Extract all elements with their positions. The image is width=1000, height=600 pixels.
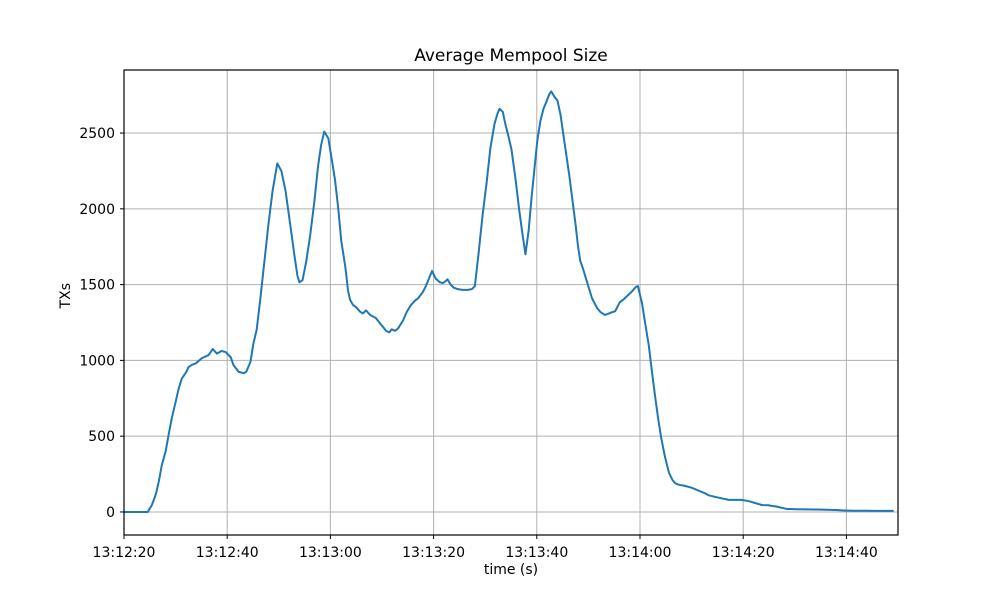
y-tick-label: 2000 xyxy=(79,202,115,218)
x-tick-label: 13:14:40 xyxy=(815,545,878,561)
chart-title: Average Mempool Size xyxy=(414,46,608,66)
x-tick-label: 13:12:40 xyxy=(196,545,259,561)
y-tick-label: 1500 xyxy=(79,278,115,294)
x-tick-label: 13:13:20 xyxy=(402,545,465,561)
plot-frame xyxy=(123,69,899,536)
x-tick-label: 13:14:00 xyxy=(609,545,672,561)
x-tick-label: 13:13:00 xyxy=(299,545,362,561)
x-tick-label: 13:12:20 xyxy=(93,545,156,561)
x-tick-label: 13:13:40 xyxy=(505,545,568,561)
series-line xyxy=(123,90,894,513)
y-tick-label: 2500 xyxy=(79,126,115,142)
y-axis-label: TXs xyxy=(58,283,74,309)
x-axis-label: time (s) xyxy=(483,562,539,578)
y-tick-label: 0 xyxy=(106,505,115,521)
y-tick-label: 500 xyxy=(88,429,115,445)
x-tick-label: 13:14:20 xyxy=(712,545,775,561)
y-tick-label: 1000 xyxy=(79,353,115,369)
